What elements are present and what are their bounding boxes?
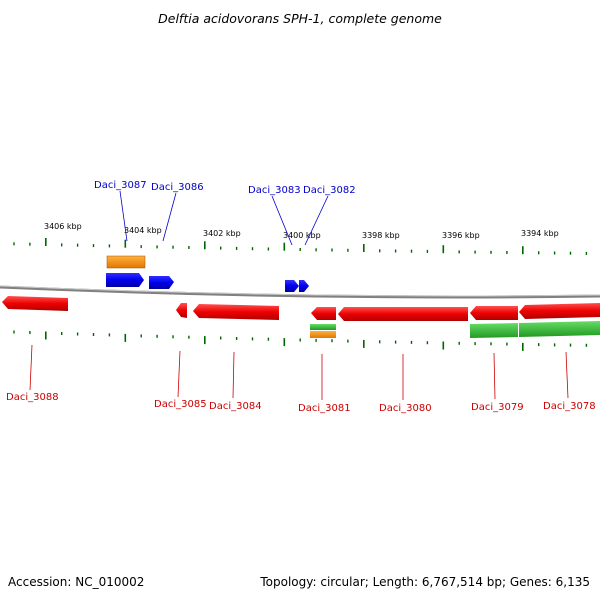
gene-daci-3086[interactable] xyxy=(149,276,174,289)
scale-label: 3398 kbp xyxy=(362,231,400,240)
gene-label-daci-3087[interactable]: Daci_3087 xyxy=(94,180,147,191)
scale-label: 3402 kbp xyxy=(203,229,241,238)
green-feature-small[interactable] xyxy=(310,324,336,330)
gene-daci-3087[interactable] xyxy=(106,273,144,287)
gene-label-daci-3085[interactable]: Daci_3085 xyxy=(154,399,207,410)
genome-title: Delftia acidovorans SPH-1, complete geno… xyxy=(158,11,442,26)
scale-ticks-upper xyxy=(13,238,588,255)
callout-line xyxy=(304,195,329,246)
gene-daci-3085[interactable] xyxy=(176,303,187,318)
orange-feature-small[interactable] xyxy=(310,331,336,338)
gene-label-daci-3080[interactable]: Daci_3080 xyxy=(379,403,432,414)
gene-daci-3088[interactable] xyxy=(2,296,68,311)
gene-label-daci-3088[interactable]: Daci_3088 xyxy=(6,392,59,403)
gene-label-daci-3079[interactable]: Daci_3079 xyxy=(471,402,524,413)
gene-daci-3078[interactable] xyxy=(519,303,600,319)
gene-daci-3084[interactable] xyxy=(193,304,279,320)
gene-label-daci-3084[interactable]: Daci_3084 xyxy=(209,401,262,412)
callout-line xyxy=(177,350,181,398)
green-feature-long-a[interactable] xyxy=(470,323,518,338)
gene-label-daci-3081[interactable]: Daci_3081 xyxy=(298,403,351,414)
scale-label: 3406 kbp xyxy=(44,222,82,231)
scale-label: 3400 kbp xyxy=(283,231,321,240)
callout-line xyxy=(119,190,128,242)
callout-line xyxy=(565,351,569,399)
scale-ticks-lower xyxy=(13,330,588,351)
gene-daci-3080[interactable] xyxy=(338,307,468,321)
scale-label: 3396 kbp xyxy=(442,231,480,240)
green-feature-long-b[interactable] xyxy=(519,321,600,337)
gene-label-daci-3082[interactable]: Daci_3082 xyxy=(303,185,356,196)
reverse-gene-labels: Daci_3088 Daci_3085 Daci_3084 Daci_3081 … xyxy=(6,344,596,414)
callout-line xyxy=(493,352,496,400)
callout-line xyxy=(232,351,235,399)
genome-backbone-highlight xyxy=(0,285,600,297)
rna-feature-orange[interactable] xyxy=(106,255,146,269)
gene-label-daci-3086[interactable]: Daci_3086 xyxy=(151,182,204,193)
accession-text: Accession: NC_010002 xyxy=(8,575,144,589)
gene-daci-3081[interactable] xyxy=(311,307,336,320)
gene-daci-3082[interactable] xyxy=(299,280,309,292)
callout-line xyxy=(271,195,293,246)
reverse-features xyxy=(2,296,600,338)
gene-label-daci-3083[interactable]: Daci_3083 xyxy=(248,185,301,196)
scale-label: 3404 kbp xyxy=(124,226,162,235)
genome-backbone xyxy=(0,285,600,299)
forward-features xyxy=(106,255,309,292)
gene-daci-3083[interactable] xyxy=(285,280,299,292)
callout-line xyxy=(162,192,177,242)
gene-daci-3079[interactable] xyxy=(470,306,518,320)
genome-summary-text: Topology: circular; Length: 6,767,514 bp… xyxy=(259,575,590,589)
scale-labels: 3406 kbp 3404 kbp 3402 kbp 3400 kbp 3398… xyxy=(44,222,559,240)
scale-label: 3394 kbp xyxy=(521,229,559,238)
forward-gene-labels: Daci_3087 Daci_3086 Daci_3083 Daci_3082 xyxy=(94,180,356,246)
callout-line xyxy=(29,344,33,391)
gene-label-daci-3078[interactable]: Daci_3078 xyxy=(543,401,596,412)
